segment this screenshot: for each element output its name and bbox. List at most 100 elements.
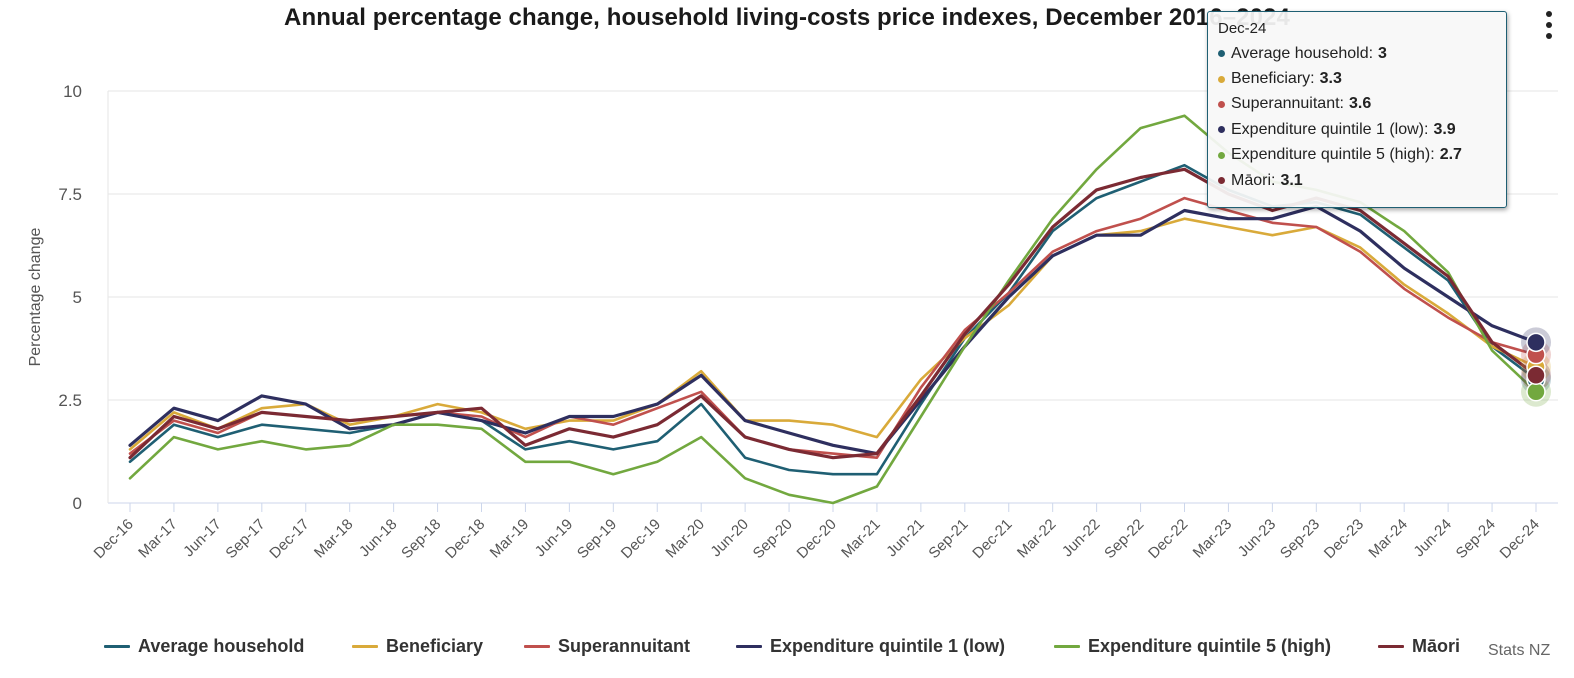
x-tick-label: Mar-23: [1190, 516, 1236, 562]
x-tick-label: Sep-19: [574, 516, 620, 562]
x-tick-label: Jun-20: [707, 516, 751, 560]
x-tick-label: Jun-22: [1059, 516, 1103, 560]
hover-point[interactable]: [1526, 332, 1546, 353]
legend-swatch: [352, 645, 378, 648]
tooltip-row: Expenditure quintile 5 (high): 2.7: [1218, 143, 1496, 168]
tooltip-value: 3.3: [1319, 70, 1342, 88]
legend-swatch: [1054, 645, 1080, 648]
chart-credits[interactable]: Stats NZ: [1488, 642, 1551, 659]
tooltip-label: Expenditure quintile 5 (high):: [1231, 146, 1435, 164]
y-tick-label: 7.5: [58, 185, 82, 204]
legend-label: Superannuitant: [558, 636, 691, 656]
x-tick-label: Sep-17: [222, 516, 268, 562]
tooltip-dot: [1218, 151, 1225, 159]
tooltip-row: Expenditure quintile 1 (low): 3.9: [1218, 117, 1496, 142]
legend-label: Average household: [138, 636, 305, 656]
x-tick-label: Jun-21: [883, 516, 927, 560]
tooltip-label: Māori:: [1231, 171, 1276, 189]
x-tick-label: Sep-18: [398, 516, 444, 562]
tooltip-row: Average household: 3: [1218, 41, 1496, 66]
x-tick-label: Jun-23: [1235, 516, 1279, 560]
legend-label: Expenditure quintile 1 (low): [770, 636, 1006, 656]
x-tick-label: Mar-24: [1365, 516, 1411, 562]
x-tick-label: Mar-20: [662, 516, 708, 562]
kebab-menu-icon: [1546, 11, 1552, 17]
legend-label: Māori: [1412, 636, 1461, 656]
tooltip-value: 3.9: [1433, 120, 1456, 138]
x-tick-label: Mar-19: [487, 516, 533, 562]
x-tick-label: Sep-20: [750, 516, 796, 562]
x-tick-label: Jun-17: [180, 516, 224, 560]
tooltip-header: Dec-24: [1218, 20, 1267, 37]
tooltip-dot: [1218, 75, 1225, 83]
kebab-menu-icon-dot: [1546, 22, 1552, 28]
legend-item[interactable]: Expenditure quintile 1 (low): [736, 636, 1005, 657]
x-tick-label: Mar-18: [311, 516, 357, 562]
x-tick-label: Mar-17: [135, 516, 181, 562]
legend-swatch: [736, 645, 762, 648]
tooltip-dot: [1218, 50, 1225, 58]
chart-legend: Average household Beneficiary Superannuita…: [0, 636, 1574, 662]
tooltip-label: Beneficiary:: [1231, 70, 1315, 88]
x-tick-label: Dec-17: [266, 516, 312, 562]
legend-item[interactable]: Beneficiary: [352, 636, 483, 657]
tooltip-value: 3.6: [1348, 95, 1372, 113]
tooltip-dot: [1218, 177, 1225, 185]
tooltip-dot: [1218, 100, 1225, 108]
hover-point[interactable]: [1526, 382, 1546, 402]
x-tick-label: Jun-24: [1410, 516, 1454, 560]
x-tick-label: Dec-20: [794, 516, 840, 562]
x-tick-label: Dec-19: [618, 516, 664, 562]
chart-tooltip: Dec-24 Average household: 3 Beneficiary: …: [1207, 11, 1507, 208]
x-tick-label: Jun-18: [356, 516, 400, 560]
legend-item[interactable]: Average household: [104, 636, 304, 657]
x-tick-label: Sep-23: [1277, 516, 1323, 562]
x-tick-label: Dec-16: [91, 516, 137, 562]
series-line-expenditure-quintile-1-low[interactable]: [128, 204, 1538, 456]
y-axis-ticks: 0 2.5 5 7.5 10: [58, 82, 82, 513]
x-tick-label: Dec-21: [969, 516, 1015, 562]
y-tick-label: 10: [63, 82, 82, 101]
x-tick-label: Dec-23: [1321, 516, 1367, 562]
hover-markers: [1521, 327, 1551, 407]
tooltip-row: Superannuitant: 3.6: [1218, 92, 1496, 117]
legend-item[interactable]: Expenditure quintile 5 (high): [1054, 636, 1331, 657]
legend-label: Beneficiary: [386, 636, 484, 656]
x-tick-label: Dec-18: [442, 516, 488, 562]
y-tick-label: 2.5: [58, 391, 82, 410]
tooltip-value: 3: [1378, 44, 1387, 62]
tooltip-label: Average household:: [1231, 44, 1374, 62]
x-tick-label: Dec-22: [1145, 516, 1191, 562]
legend-swatch: [524, 645, 550, 648]
chart-title: Annual percentage change, household livi…: [284, 4, 1290, 31]
x-tick-label: Mar-21: [838, 516, 884, 562]
tooltip-label: Expenditure quintile 1 (low):: [1231, 120, 1429, 138]
y-tick-label: 0: [73, 494, 82, 513]
x-tick-label: Jun-19: [532, 516, 576, 560]
y-tick-label: 5: [73, 288, 82, 307]
tooltip-label: Superannuitant:: [1231, 95, 1344, 113]
y-axis-title: Percentage change: [27, 228, 44, 367]
kebab-menu-icon-dot: [1546, 33, 1552, 39]
legend-label: Expenditure quintile 5 (high): [1088, 636, 1331, 656]
tooltip-value: 2.7: [1439, 146, 1462, 164]
x-tick-label: Mar-22: [1014, 516, 1060, 562]
tooltip-dot: [1218, 126, 1225, 134]
legend-item[interactable]: Māori: [1378, 636, 1460, 657]
tooltip-value: 3.1: [1280, 171, 1303, 189]
hover-point[interactable]: [1526, 365, 1546, 386]
chart-menu-button[interactable]: [1536, 8, 1562, 42]
x-tick-label: Sep-24: [1453, 516, 1499, 562]
legend-swatch: [104, 645, 130, 648]
x-tick-label: Sep-21: [925, 516, 971, 562]
x-tick-label: Dec-24: [1497, 516, 1543, 562]
legend-item[interactable]: Superannuitant: [524, 636, 690, 657]
series-line-beneficiary[interactable]: [128, 217, 1538, 451]
x-tick-label: Sep-22: [1101, 516, 1147, 562]
legend-swatch: [1378, 645, 1404, 648]
tooltip-rows: Average household: 3 Beneficiary: 3.3 Supe…: [1218, 41, 1496, 193]
tooltip-row: Māori: 3.1: [1218, 168, 1496, 193]
tooltip-row: Beneficiary: 3.3: [1218, 66, 1496, 91]
